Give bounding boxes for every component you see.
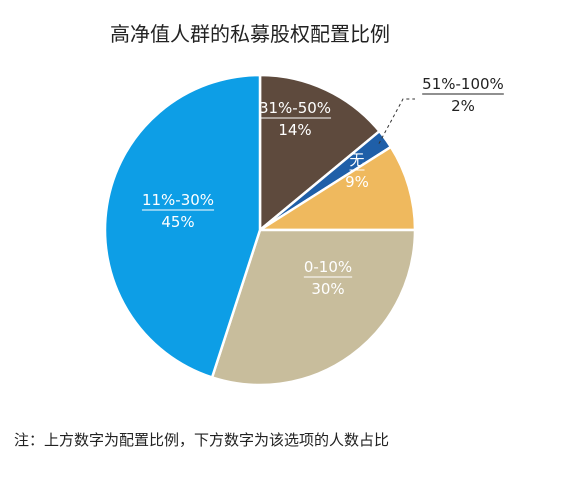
pie-slice-0 [258, 73, 382, 233]
slice-category-label-3: 0-10% [304, 258, 352, 276]
pie-slice-2 [255, 145, 417, 232]
footnote: 注：上方数字为配置比例，下方数字为该选项的人数占比 [14, 431, 390, 449]
pie-slice-4 [103, 73, 262, 379]
slice-value-label-3: 30% [311, 280, 344, 298]
slice-value-label-4: 45% [161, 213, 194, 231]
slice-category-label-4: 11%-30% [142, 191, 214, 209]
slice-category-label-2: 无 [349, 151, 364, 169]
slice-category-label-1: 51%-100% [422, 75, 504, 93]
slice-category-label-0: 31%-50% [259, 99, 331, 117]
slice-value-label-2: 9% [345, 173, 369, 191]
slice-value-label-1: 2% [451, 97, 475, 115]
slice-value-label-0: 14% [278, 121, 311, 139]
pie-slice-3 [210, 228, 417, 387]
pie-chart: 31%-50% 14% 51%-100% 2% 无 9% 0-10% 30% 11%-30% 45… [103, 73, 504, 387]
leader-line-1 [378, 98, 415, 144]
chart-title: 高净值人群的私募股权配置比例 [110, 22, 390, 46]
